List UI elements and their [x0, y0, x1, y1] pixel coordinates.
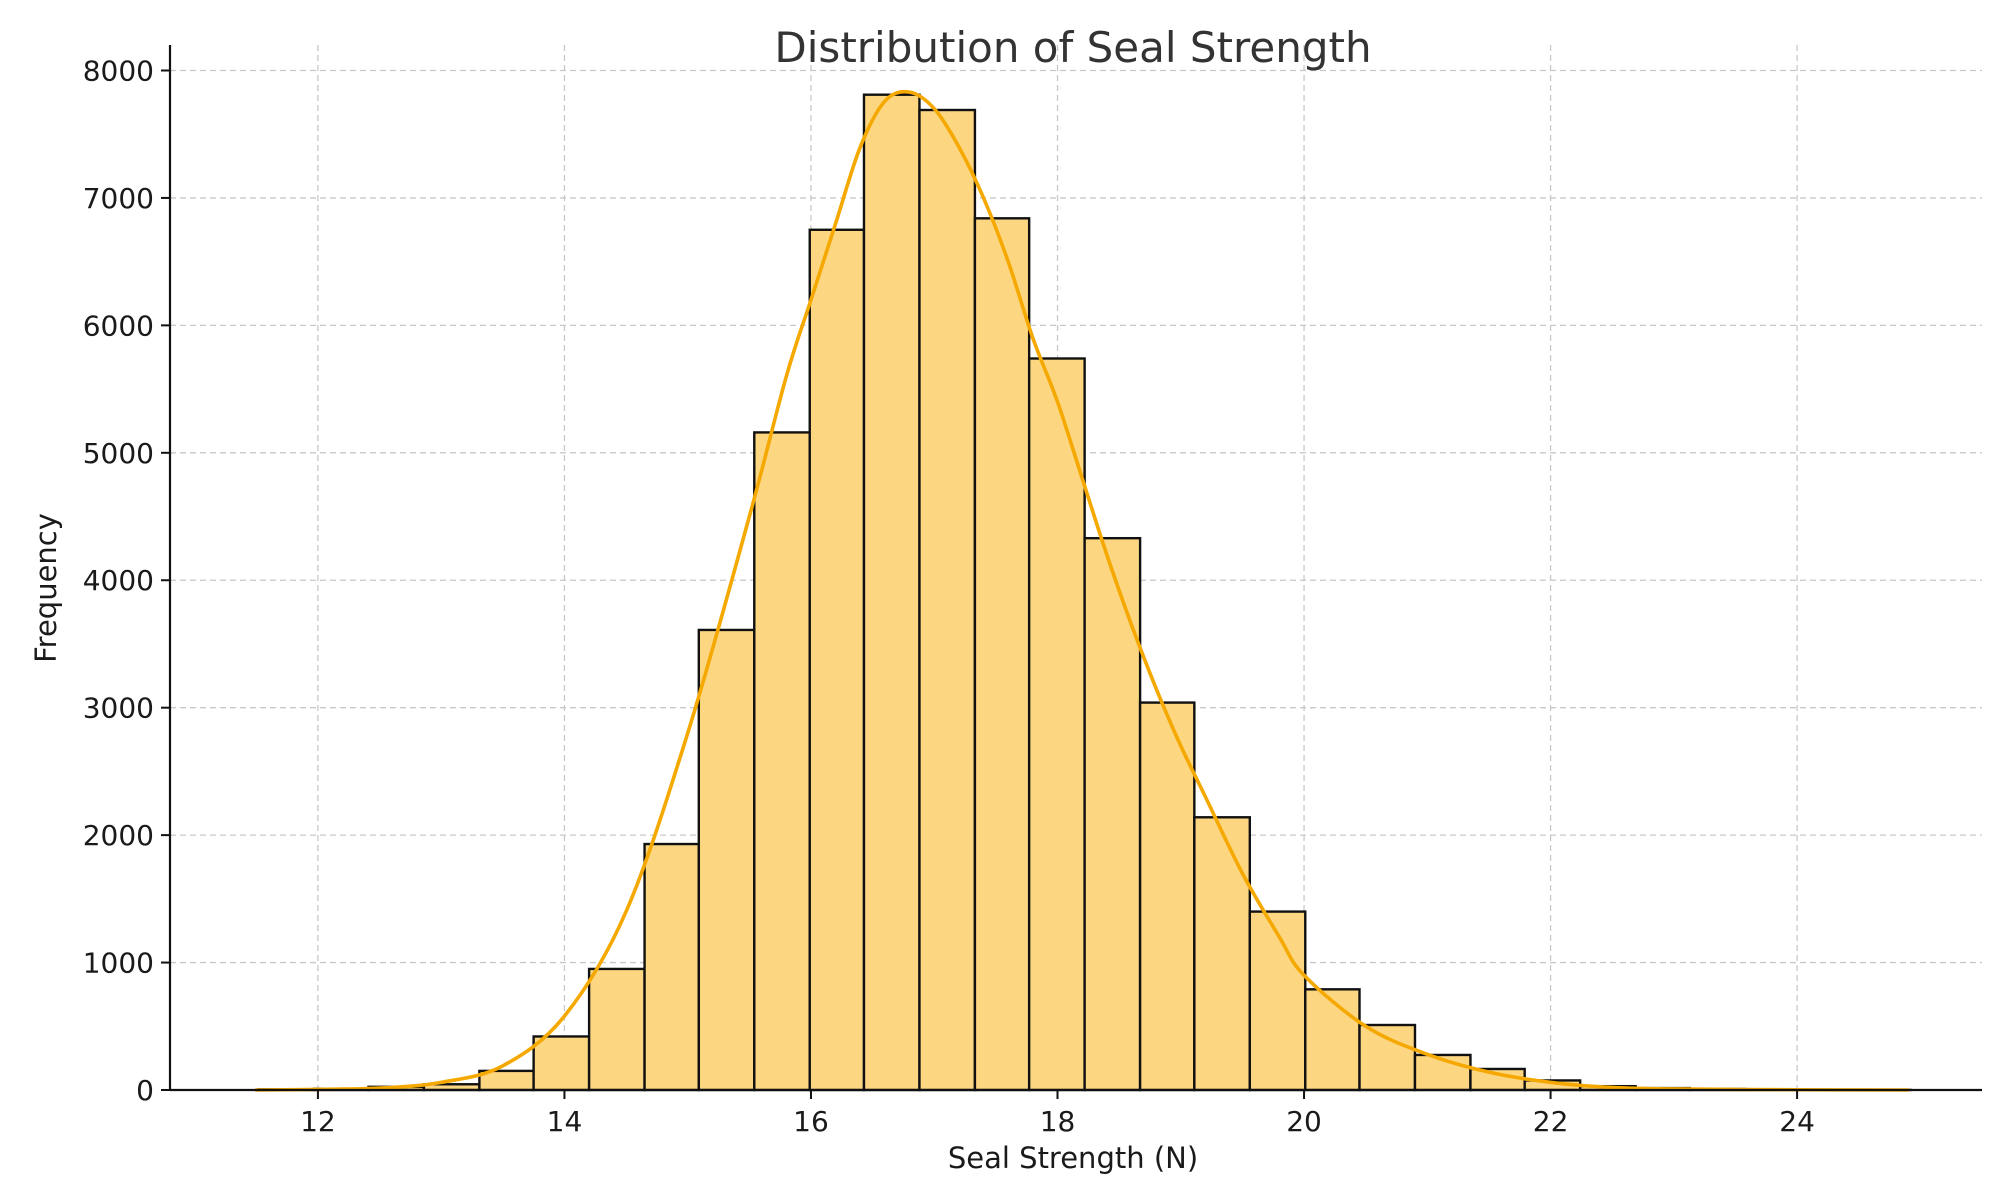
histogram-bar: [1358, 1023, 1417, 1092]
x-tick-label: 18: [1040, 1105, 1076, 1138]
histogram-bar: [587, 967, 646, 1092]
histogram-bar: [1304, 988, 1361, 1092]
y-tick-label: 4000: [83, 564, 154, 597]
histogram-bar: [1083, 536, 1142, 1092]
histogram-bar: [643, 842, 701, 1092]
x-tick-label: 14: [547, 1105, 583, 1138]
histogram-bar: [1027, 357, 1086, 1092]
y-tick-label: 2000: [83, 819, 154, 852]
axes: [168, 45, 1982, 1092]
histogram-bar: [1469, 1067, 1526, 1092]
histogram-bar: [753, 431, 811, 1092]
y-tick-label: 8000: [83, 54, 154, 87]
x-tick-label: 22: [1533, 1105, 1569, 1138]
histogram-bar: [532, 1035, 591, 1092]
x-tick-label: 12: [300, 1105, 336, 1138]
histogram-bar: [1193, 816, 1252, 1092]
y-tick-label: 1000: [83, 947, 154, 980]
y-tick-label: 6000: [83, 309, 154, 342]
y-tick-label: 3000: [83, 692, 154, 725]
y-tick-label: 7000: [83, 182, 154, 215]
y-tick-label: 0: [136, 1074, 154, 1107]
x-tick-label: 16: [793, 1105, 829, 1138]
x-tick-label: 20: [1286, 1105, 1322, 1138]
y-tick-label: 5000: [83, 437, 154, 470]
histogram-bar: [808, 228, 866, 1092]
x-axis-ticks: 12 14 16 18 20 22 24: [300, 1090, 1815, 1138]
y-axis-title: Frequency: [29, 513, 63, 663]
x-axis-title: Seal Strength (N): [948, 1141, 1198, 1175]
y-axis-ticks: 0 1000 2000 3000 4000 5000 6000 7000 8000: [83, 54, 170, 1107]
chart-title: Distribution of Seal Strength: [774, 23, 1371, 72]
histogram-bar: [697, 628, 756, 1092]
histogram-bar: [862, 93, 921, 1092]
x-tick-label: 24: [1779, 1105, 1815, 1138]
histogram-bar: [918, 108, 977, 1092]
histogram-bar: [973, 217, 1031, 1092]
histogram-bars: [257, 93, 1912, 1092]
histogram-bar: [1248, 910, 1307, 1092]
kde-curve: [254, 89, 1910, 1092]
